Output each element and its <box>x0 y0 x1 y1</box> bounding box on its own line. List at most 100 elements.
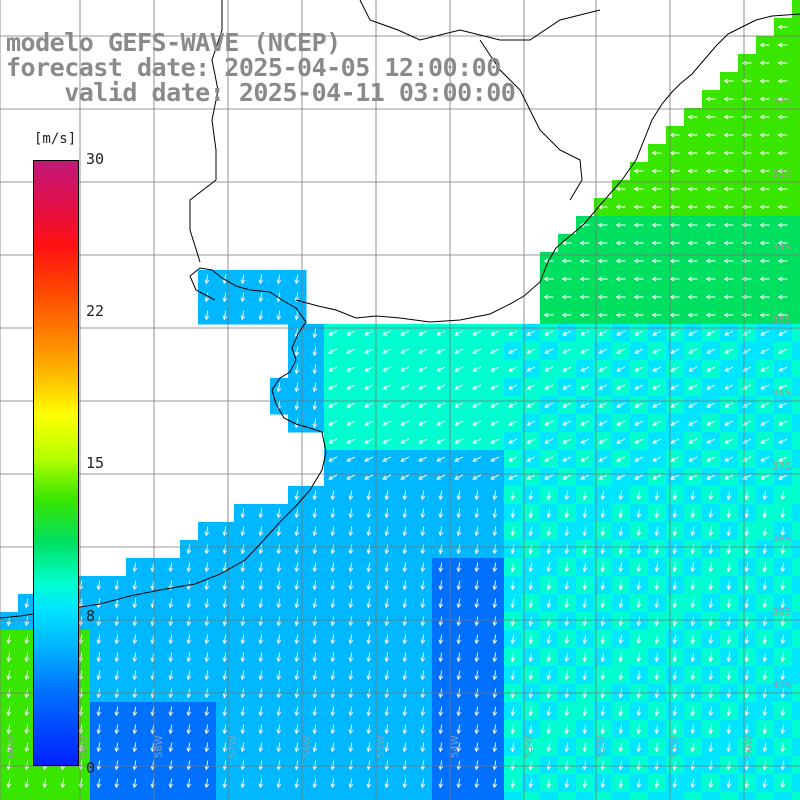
wind-arrow <box>490 474 500 480</box>
longitude-label: 59W <box>80 735 91 758</box>
wind-arrow <box>312 598 318 609</box>
coastline <box>0 13 800 619</box>
wind-arrow <box>654 724 660 735</box>
wind-arrow <box>582 616 588 627</box>
wind-arrow <box>114 778 120 789</box>
wind-arrow <box>438 670 444 681</box>
wind-arrow <box>438 616 444 627</box>
wind-speed-cell <box>702 792 721 800</box>
wind-speed-cell <box>792 522 800 541</box>
wind-arrow <box>690 490 696 501</box>
wind-arrow <box>346 366 356 372</box>
wind-arrow <box>705 114 716 120</box>
wind-arrow <box>760 474 770 480</box>
wind-arrow <box>294 274 300 285</box>
wind-arrow <box>726 634 732 645</box>
wind-arrow <box>492 544 498 555</box>
wind-arrow <box>636 616 642 627</box>
wind-arrow <box>634 438 644 444</box>
wind-arrow <box>456 562 462 573</box>
wind-arrow <box>562 456 572 462</box>
wind-arrow <box>294 652 300 663</box>
wind-arrow <box>276 724 282 735</box>
wind-arrow <box>618 706 624 717</box>
wind-arrow <box>600 526 606 537</box>
wind-speed-cell <box>90 792 109 800</box>
wind-arrow <box>582 598 588 609</box>
wind-arrow <box>492 616 498 627</box>
wind-arrow <box>777 258 788 264</box>
wind-arrow <box>528 706 534 717</box>
wind-arrow <box>636 670 642 681</box>
wind-arrow <box>474 724 480 735</box>
wind-arrow <box>670 366 680 372</box>
wind-arrow <box>654 616 660 627</box>
wind-arrow <box>690 724 696 735</box>
wind-arrow <box>366 580 372 591</box>
wind-arrow <box>690 670 696 681</box>
wind-arrow <box>564 526 570 537</box>
wind-arrow <box>651 150 662 156</box>
wind-arrow <box>222 670 228 681</box>
wind-arrow <box>508 330 518 336</box>
wind-arrow <box>402 778 408 789</box>
wind-arrow <box>633 312 644 318</box>
wind-arrow <box>723 78 734 84</box>
wind-arrow <box>240 670 246 681</box>
wind-arrow <box>204 724 210 735</box>
wind-arrow <box>294 418 300 429</box>
wind-arrow <box>384 652 390 663</box>
wind-arrow <box>276 778 282 789</box>
longitude-label: 54W <box>450 735 461 758</box>
wind-arrow <box>348 490 354 501</box>
wind-arrow <box>472 402 482 408</box>
wind-speed-cell <box>792 612 800 631</box>
wind-arrow <box>669 294 680 300</box>
wind-arrow <box>276 580 282 591</box>
wind-arrow <box>687 168 698 174</box>
wind-arrow <box>240 778 246 789</box>
wind-arrow <box>582 490 588 501</box>
wind-arrow <box>330 562 336 573</box>
wind-arrow <box>346 456 356 462</box>
wind-speed-cell <box>792 378 800 397</box>
wind-arrow <box>526 474 536 480</box>
wind-arrow <box>330 778 336 789</box>
wind-arrow <box>780 652 786 663</box>
wind-arrow <box>420 598 426 609</box>
wind-arrow <box>366 652 372 663</box>
wind-arrow <box>669 312 680 318</box>
wind-arrow <box>204 760 210 771</box>
wind-arrow <box>616 420 626 426</box>
longitude-label: 52W <box>596 735 607 758</box>
wind-arrow <box>132 742 138 753</box>
wind-arrow <box>688 456 698 462</box>
wind-arrow <box>526 438 536 444</box>
wind-arrow <box>777 240 788 246</box>
wind-arrow <box>168 742 174 753</box>
wind-arrow <box>652 384 662 390</box>
wind-arrow <box>633 276 644 282</box>
wind-speed-cell <box>792 666 800 685</box>
wind-arrow <box>636 760 642 771</box>
wind-arrow <box>690 742 696 753</box>
wind-arrow <box>633 204 644 210</box>
wind-arrow <box>240 580 246 591</box>
wind-arrow <box>726 724 732 735</box>
wind-arrow <box>186 562 192 573</box>
wind-arrow <box>528 742 534 753</box>
wind-arrow <box>186 742 192 753</box>
wind-arrow <box>328 420 338 426</box>
wind-arrow <box>759 240 770 246</box>
wind-arrow <box>618 634 624 645</box>
longitude-label: 58W <box>154 735 165 758</box>
wind-arrow <box>294 616 300 627</box>
wind-arrow <box>546 652 552 663</box>
wind-arrow <box>294 598 300 609</box>
wind-arrow <box>615 294 626 300</box>
wind-arrow <box>654 706 660 717</box>
wind-arrow <box>636 580 642 591</box>
wind-arrow <box>688 348 698 354</box>
wind-arrow <box>240 274 246 285</box>
wind-arrow <box>651 222 662 228</box>
